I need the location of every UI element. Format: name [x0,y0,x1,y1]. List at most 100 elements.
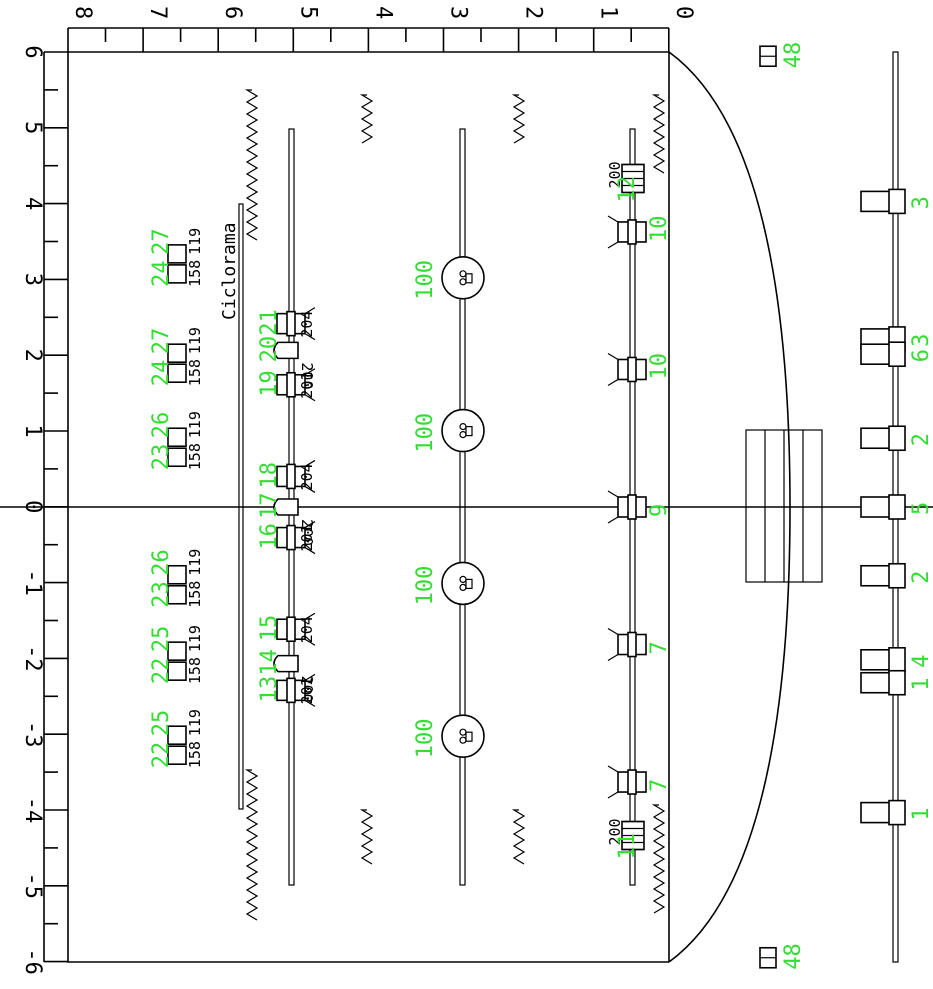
front-fixture [860,494,906,520]
cyc-channel-label: 26 [149,412,174,439]
cyc-channel-label: 27 [149,328,174,355]
cyc-fixture [167,244,187,284]
spot-fixture [276,612,316,646]
circle-fixture [441,561,485,606]
bar5-channel-label: 13 [257,676,282,703]
spot-fixture [607,352,647,386]
fixture-type-label: 119 [186,327,204,354]
foh-fixture [759,946,777,969]
curtain [511,809,526,865]
circle-fixture [441,714,485,759]
front-channel-label: 2 [909,571,933,584]
fixture-type-label: 204 [298,311,316,338]
spot-fixture [607,215,647,249]
bar1-channel-label: 7 [647,641,672,654]
front-channel-label: 2 [909,433,933,446]
ciclorama: Ciclorama [219,203,244,810]
bar5-channel-label: 14 [257,649,282,676]
fixture-type-label: 200 [606,818,624,845]
left-tick-label: -3 [20,721,45,748]
fixture-type-label: 158 [186,359,204,386]
bar5-channel-label: 16 [257,523,282,550]
top-tick-label: 3 [446,6,471,19]
ciclorama-label: Ciclorama [219,222,240,320]
cyc-fixture [167,641,187,681]
front-fixture [860,646,906,673]
fixture-type-label: 119 [186,411,204,438]
spot-fixture [276,673,316,707]
par-fixture [273,498,299,516]
left-tick-label: -6 [20,948,45,975]
cyc-channel-label: 27 [149,228,174,255]
fixture-type-label: 119 [186,625,204,652]
cyc-fixture [167,427,187,468]
left-tick-label: -4 [20,797,45,824]
cyc-channel-label: 24 [149,260,174,287]
bar3-channel-label: 100 [413,413,438,453]
front-fixture [860,341,906,368]
foh-fixture [759,45,777,68]
bar1-channel-label: 11 [615,833,640,860]
spot-fixture [276,521,316,555]
cyc-fixture [167,343,187,384]
left-tick-label: -1 [20,569,45,596]
pipe-3 [459,128,466,886]
fixture-type-label: 119 [186,228,204,255]
cyc-channel-label: 22 [149,742,174,769]
front-channel-label: 3 [909,196,933,209]
bar5-channel-label: 19 [257,370,282,397]
left-tick-label: 1 [20,424,45,437]
bar3-channel-label: 100 [413,566,438,606]
curtain [511,94,526,144]
cyc-channel-label: 24 [149,360,174,387]
circle-fixture [441,255,485,300]
foh-channel-label: 48 [781,42,806,69]
spot-fixture [276,368,316,402]
front-fixture [860,188,906,215]
front-channel-label: 4 [909,655,933,668]
circle-fixture [441,408,485,453]
spot-fixture [276,307,316,341]
box-fixture [621,820,645,851]
cyc-channel-label: 22 [149,658,174,685]
fixture-type-label: 204 [298,616,316,643]
fixture-type-label: 158 [186,443,204,470]
bar1-channel-label: 10 [647,215,672,242]
bar1-channel-label: 9 [647,504,672,517]
cyc-channel-label: 23 [149,581,174,608]
front-fixture [860,562,906,589]
top-tick-label: 8 [70,6,95,19]
bar5-channel-label: 20 [257,336,282,363]
spot-fixture [607,490,647,524]
top-tick-label: 6 [220,6,245,19]
bar1-channel-label: 7 [647,779,672,792]
fixture-type-label: 201 [298,677,316,704]
bar5-channel-label: 17 [257,493,282,520]
front-channel-label: 5 [909,502,933,515]
fixture-type-label: 201 [298,524,316,551]
bar1-channel-label: 12 [615,176,640,203]
curtain [244,89,259,241]
bar5-channel-label: 21 [257,309,282,336]
curtain [651,94,666,174]
bar3-channel-label: 100 [413,260,438,300]
fixture-type-label: 119 [186,709,204,736]
front-channel-label: 1 [909,807,933,820]
bar5-channel-label: 18 [257,462,282,489]
cyc-channel-label: 25 [149,626,174,653]
left-tick-label: 6 [20,45,45,58]
left-tick-label: 5 [20,121,45,134]
cyc-channel-label: 26 [149,549,174,576]
left-tick-label: -5 [20,873,45,900]
left-tick-label: 4 [20,197,45,210]
fixture-type-label: 158 [186,657,204,684]
spot-fixture [276,459,316,493]
foh-channel-label: 48 [781,943,806,970]
fixture-type-label: 158 [186,741,204,768]
cyc-fixture [167,725,187,766]
fixture-type-label: 204 [298,463,316,490]
fixture-type-label: 158 [186,260,204,287]
left-tick-label: -2 [20,645,45,672]
front-channel-label: 6 [909,349,933,362]
